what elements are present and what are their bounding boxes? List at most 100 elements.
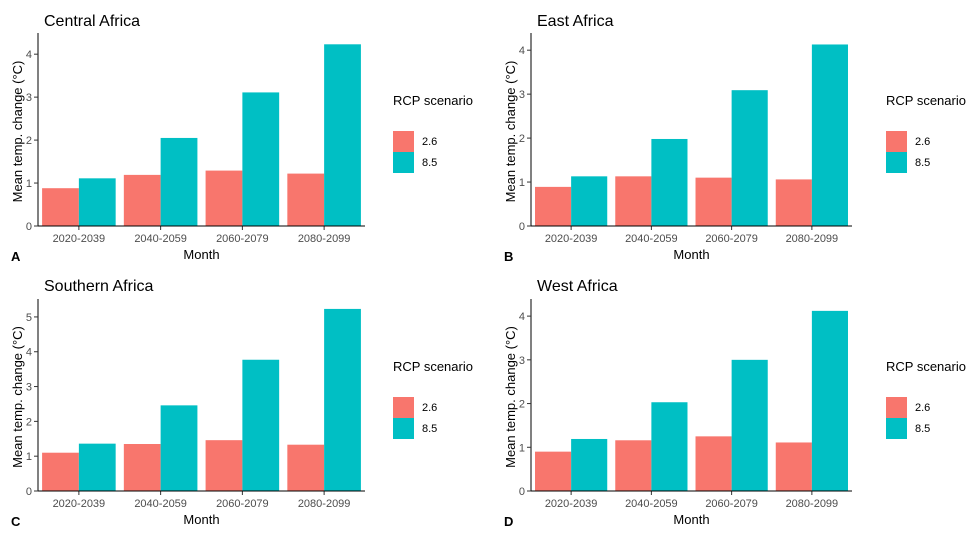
bar-rcp-8-5 (242, 92, 280, 226)
y-tick-label: 3 (26, 382, 32, 394)
y-axis-title: Mean temp. change (°C) (10, 61, 25, 203)
bar-rcp-8-5 (651, 402, 688, 491)
y-tick-label: 4 (519, 45, 525, 57)
y-tick-label: 2 (26, 135, 32, 147)
chart-title: Southern Africa (44, 278, 154, 295)
legend-label-rcp-2-6: 2.6 (915, 136, 930, 148)
bar-rcp-2-6 (695, 436, 732, 491)
y-tick-label: 0 (519, 486, 525, 498)
x-tick-label: 2040-2059 (134, 233, 187, 245)
bar-rcp-2-6 (287, 173, 325, 226)
y-tick-label: 1 (26, 451, 32, 463)
x-tick-label: 2060-2079 (705, 233, 758, 245)
bar-rcp-2-6 (42, 188, 79, 226)
x-tick-label: 2080-2099 (786, 233, 839, 245)
y-axis-title: Mean temp. change (°C) (503, 326, 518, 468)
x-tick-label: 2060-2079 (216, 233, 269, 245)
legend-swatch-rcp-8-5 (393, 152, 414, 173)
legend-swatch-rcp-8-5 (393, 418, 414, 439)
legend-label-rcp-2-6: 2.6 (915, 402, 930, 414)
legend-title: RCP scenario (886, 93, 966, 108)
chart-panel-d: West Africa Mean temp. change (°C) 2020-20… (503, 278, 966, 529)
bar-rcp-8-5 (78, 443, 116, 491)
chart-title: West Africa (537, 278, 618, 295)
y-tick-label: 3 (519, 89, 525, 101)
bar-rcp-8-5 (242, 359, 280, 491)
y-tick-label: 5 (26, 312, 32, 324)
bar-rcp-2-6 (205, 440, 243, 491)
bar-rcp-2-6 (775, 442, 812, 491)
x-tick-label: 2020-2039 (545, 498, 598, 510)
y-tick-label: 1 (519, 177, 525, 189)
legend-swatch-rcp-8-5 (886, 152, 907, 173)
bar-rcp-8-5 (731, 90, 768, 227)
x-tick-label: 2040-2059 (134, 498, 187, 510)
legend-swatch-rcp-2-6 (886, 131, 907, 152)
y-tick-label: 4 (26, 49, 32, 61)
x-tick-label: 2040-2059 (625, 233, 678, 245)
legend-title: RCP scenario (393, 93, 473, 108)
legend-label-rcp-8-5: 8.5 (915, 423, 930, 435)
legend-swatch-rcp-2-6 (886, 397, 907, 418)
legend-swatch-rcp-8-5 (886, 418, 907, 439)
y-axis-title: Mean temp. change (°C) (10, 326, 25, 468)
bar-rcp-8-5 (324, 44, 361, 226)
y-tick-label: 4 (26, 347, 32, 359)
y-tick-label: 2 (26, 416, 32, 428)
bar-rcp-2-6 (775, 179, 812, 226)
bar-rcp-8-5 (571, 176, 608, 226)
panel-letter: A (11, 249, 21, 264)
x-tick-label: 2020-2039 (53, 233, 106, 245)
chart-panel-b: East Africa Mean temp. change (°C) 2020-20… (503, 13, 966, 264)
bar-rcp-2-6 (287, 444, 325, 491)
bar-rcp-8-5 (324, 308, 361, 491)
y-tick-label: 4 (519, 311, 525, 323)
bar-rcp-8-5 (811, 44, 848, 226)
legend-label-rcp-8-5: 8.5 (422, 157, 437, 169)
legend-label-rcp-2-6: 2.6 (422, 136, 437, 148)
legend-swatch-rcp-2-6 (393, 131, 414, 152)
x-tick-label: 2040-2059 (625, 498, 678, 510)
bar-rcp-2-6 (123, 174, 161, 226)
bar-rcp-2-6 (535, 451, 572, 491)
legend-swatch-rcp-2-6 (393, 397, 414, 418)
bar-rcp-2-6 (615, 440, 652, 491)
panel-letter: C (11, 514, 21, 529)
panel-letter: B (504, 249, 513, 264)
x-tick-label: 2080-2099 (298, 498, 351, 510)
y-tick-label: 0 (519, 221, 525, 233)
y-tick-label: 0 (26, 486, 32, 498)
bar-rcp-8-5 (651, 138, 688, 226)
bar-rcp-2-6 (615, 176, 652, 226)
x-axis-title: Month (183, 247, 219, 262)
y-tick-label: 1 (519, 442, 525, 454)
y-tick-label: 3 (26, 92, 32, 104)
legend-title: RCP scenario (393, 359, 473, 374)
x-tick-label: 2080-2099 (298, 233, 351, 245)
chart-title: Central Africa (44, 13, 140, 30)
y-tick-label: 0 (26, 221, 32, 233)
chart-title: East Africa (537, 13, 614, 30)
bar-rcp-8-5 (160, 405, 198, 491)
bar-rcp-2-6 (695, 177, 732, 226)
y-tick-label: 2 (519, 133, 525, 145)
bar-rcp-8-5 (78, 178, 116, 226)
x-axis-title: Month (673, 247, 709, 262)
bar-rcp-2-6 (205, 170, 243, 226)
x-tick-label: 2020-2039 (545, 233, 598, 245)
panel-letter: D (504, 514, 513, 529)
bar-rcp-2-6 (123, 444, 161, 491)
y-tick-label: 1 (26, 178, 32, 190)
legend-label-rcp-8-5: 8.5 (915, 157, 930, 169)
bar-rcp-8-5 (160, 137, 198, 226)
bar-rcp-2-6 (535, 186, 572, 226)
x-axis-title: Month (673, 512, 709, 527)
legend-label-rcp-2-6: 2.6 (422, 402, 437, 414)
x-axis-title: Month (183, 512, 219, 527)
y-axis-title: Mean temp. change (°C) (503, 61, 518, 203)
x-tick-label: 2020-2039 (53, 498, 106, 510)
